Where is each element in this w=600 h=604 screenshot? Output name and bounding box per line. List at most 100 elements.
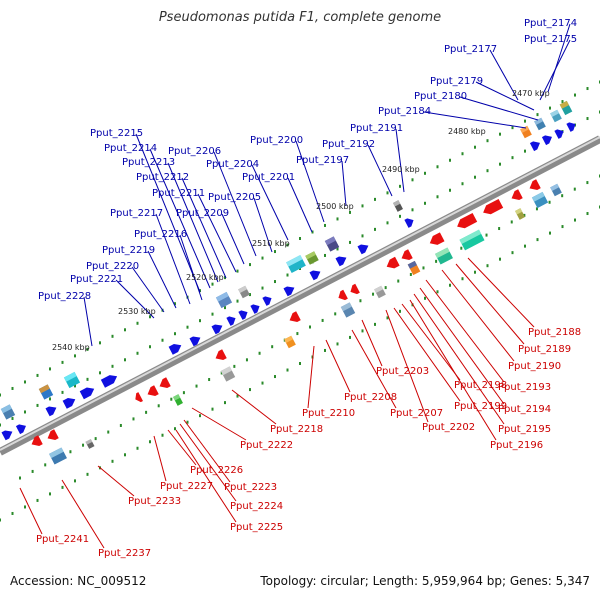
track-dot: [499, 257, 501, 261]
tile-shade: [531, 191, 545, 202]
track-dot: [11, 416, 14, 420]
leader-line-forward: [547, 23, 571, 93]
track-dot: [174, 302, 176, 306]
track-dot: [94, 437, 97, 441]
leader-line-reverse: [97, 465, 135, 497]
track-dot: [170, 397, 173, 401]
track-dot: [274, 280, 276, 284]
forward-gene-label: Pput_2201: [242, 172, 295, 183]
track-dot: [309, 325, 311, 329]
accession-text: Accession: NC_009512: [10, 574, 147, 588]
track-dot: [161, 338, 164, 342]
feature-tile: [85, 439, 95, 449]
leader-line-reverse: [419, 287, 505, 405]
forward-gene: [566, 122, 576, 132]
track-dot: [334, 312, 337, 316]
feature-tile: [515, 208, 525, 220]
track-dot: [286, 243, 289, 247]
reverse-gene-arrow: [338, 289, 348, 301]
forward-gene-arrow: [211, 324, 223, 335]
track-dot: [397, 279, 400, 283]
reverse-gene-label: Pput_2233: [128, 496, 181, 507]
forward-gene-arrow: [404, 218, 414, 228]
forward-gene-label: Pput_2180: [414, 91, 467, 102]
forward-gene-label: Pput_2215: [90, 128, 143, 139]
track-dot: [536, 113, 539, 117]
forward-gene-arrow: [357, 244, 369, 255]
track-dot: [449, 158, 451, 162]
feature-tile: [559, 100, 573, 116]
leader-line-reverse: [385, 309, 429, 423]
track-dot: [124, 358, 126, 362]
track-dot: [174, 332, 176, 336]
forward-gene-label: Pput_2228: [38, 291, 91, 302]
track-dot: [386, 221, 389, 225]
leader-line-forward: [341, 160, 347, 207]
forward-gene-label: Pput_2179: [430, 76, 483, 87]
feature-tile: [407, 260, 421, 276]
track-dot: [61, 360, 64, 364]
leader-line-reverse: [351, 329, 397, 409]
tile-shade: [324, 236, 336, 246]
reverse-gene-arrow: [429, 232, 445, 245]
track-dot: [19, 476, 21, 480]
reverse-gene: [289, 311, 301, 322]
tile-shade: [459, 229, 482, 245]
reverse-gene-label: Pput_2208: [344, 392, 397, 403]
track-dot: [349, 240, 351, 244]
track-dot: [399, 184, 401, 188]
track-dot: [258, 351, 261, 355]
track-dot: [461, 182, 464, 186]
leader-line-forward: [221, 213, 245, 265]
scale-label: 2530 kbp: [118, 307, 156, 316]
track-dot: [386, 191, 389, 195]
forward-gene: [79, 387, 95, 400]
tile-shade: [534, 117, 544, 125]
tile-shade: [550, 183, 560, 191]
forward-gene-arrow: [554, 129, 564, 139]
reverse-gene-arrow: [529, 179, 541, 190]
track-dot: [460, 246, 463, 250]
track-dot: [386, 316, 389, 320]
leader-line-reverse: [325, 339, 351, 393]
reverse-gene-label: Pput_2193: [498, 382, 551, 393]
forward-gene: [189, 336, 201, 347]
track-dot: [524, 149, 526, 153]
track-dot: [511, 126, 514, 130]
track-dot: [561, 100, 564, 104]
tile-shade: [215, 291, 229, 302]
forward-gene-label: Pput_2206: [168, 146, 221, 157]
track-dot: [249, 388, 251, 392]
leader-line-reverse: [19, 487, 43, 535]
forward-gene: [262, 296, 272, 306]
forward-gene-arrow: [15, 424, 26, 435]
forward-gene-arrow: [541, 135, 552, 146]
reverse-gene-label: Pput_2207: [390, 408, 443, 419]
reverse-gene: [401, 249, 413, 260]
track-dot: [461, 152, 464, 156]
feature-tile: [305, 251, 319, 265]
forward-gene: [211, 324, 223, 335]
reverse-gene-label: Pput_2218: [270, 424, 323, 435]
reverse-gene: [135, 392, 143, 403]
track-dot: [149, 440, 151, 444]
leader-line-reverse: [441, 269, 515, 362]
feature-tile: [238, 285, 250, 299]
track-dot: [411, 208, 414, 212]
track-dot: [224, 306, 226, 310]
track-dot: [549, 106, 551, 110]
tile-shade: [85, 439, 93, 445]
track-dot: [174, 427, 176, 431]
track-dot: [261, 256, 264, 260]
forward-gene-label: Pput_2205: [208, 192, 261, 203]
tile-shade: [407, 260, 417, 269]
track-dot: [111, 364, 114, 368]
reverse-gene-label: Pput_2222: [240, 440, 293, 451]
reverse-gene-label: Pput_2189: [518, 344, 571, 355]
track-dot: [336, 342, 339, 346]
track-dot: [274, 375, 276, 379]
scale-label: 2480 kbp: [448, 127, 486, 136]
leader-line-reverse: [467, 257, 535, 328]
forward-gene-label: Pput_2216: [134, 229, 187, 240]
